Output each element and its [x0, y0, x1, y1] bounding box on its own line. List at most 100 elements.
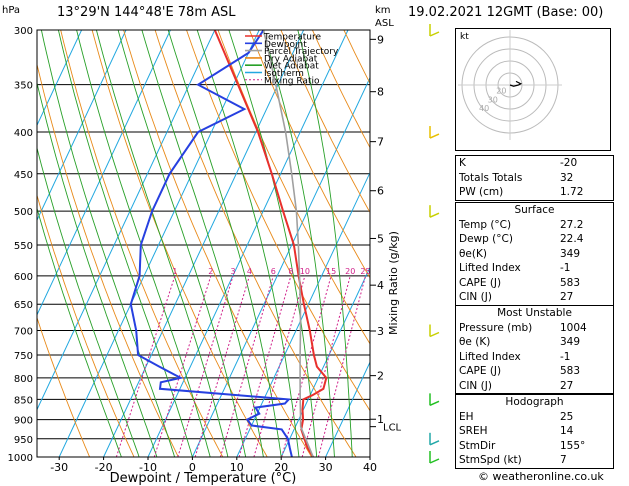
km-tick-label: 2 [377, 370, 384, 383]
row-value: 25 [560, 410, 574, 423]
wet-adiabat-4 [76, 30, 211, 457]
table-row: SREH 14 [456, 424, 613, 439]
x-axis-label: Dewpoint / Temperature (°C) [110, 471, 297, 486]
hodograph-kt-label: kt [460, 32, 469, 42]
wind-barb [429, 212, 440, 218]
dry-adiabat-310 [154, 30, 357, 457]
mixing-ratio-line-6 [219, 275, 274, 457]
x-tick-label: 20 [274, 461, 288, 474]
table-row: Temp (°C) 27.2 [456, 218, 613, 233]
km-tick-label: 4 [377, 279, 384, 292]
row-label: K [459, 157, 466, 169]
row-label: Temp (°C) [459, 218, 512, 231]
row-value: 1004 [560, 321, 587, 334]
table-row: CAPE (J) 583 [456, 276, 613, 291]
row-label: CAPE (J) [459, 276, 502, 289]
isotherm--30 [58, 30, 260, 457]
x-tick-label: -20 [95, 461, 113, 474]
row-value: 583 [560, 365, 581, 377]
wet-adiabat-0 [57, 30, 193, 457]
indices-table: K -20 Totals Totals 32 PW (cm) 1.72 [455, 155, 614, 201]
surface-table: Surface Temp (°C) 27.2 Dewp (°C) 22.4 θe(K) 34… [455, 202, 614, 306]
row-label: StmDir [459, 439, 496, 452]
mixing-ratio-line-25 [317, 275, 366, 457]
isotherm-30 [325, 361, 370, 457]
row-label: Lifted Index [459, 350, 521, 363]
pressure-tick-label: 1000 [8, 453, 33, 464]
mixing-ratio-label: 20 [345, 267, 355, 276]
datetime-title: 19.02.2021 12GMT (Base: 00) [408, 5, 604, 20]
mixing-ratio-line-4 [194, 275, 250, 457]
row-value: 32 [560, 171, 574, 184]
legend-label: Parcel Trajectory [264, 47, 339, 57]
row-label: CAPE (J) [459, 365, 502, 377]
isotherm--60 [37, 30, 127, 222]
legend-label: Mixing Ratio [264, 76, 320, 86]
wet-adiabat-32 [262, 30, 335, 457]
row-value: 27 [560, 291, 574, 303]
pressure-tick-label: 750 [14, 351, 33, 362]
table-row: K -20 [456, 156, 613, 171]
row-label: CIN (J) [459, 291, 492, 303]
mixing-ratio-line-10 [253, 275, 306, 457]
table-row: PW (cm) 1.72 [456, 185, 613, 200]
table-row: Lifted Index -1 [456, 261, 613, 276]
mixing-ratio-axis-label: Mixing Ratio (g/kg) [387, 231, 400, 335]
x-tick-label: 10 [230, 461, 244, 474]
wet-adiabat-16 [141, 30, 264, 457]
row-label: θe(K) [459, 247, 487, 260]
table-row: Dewp (°C) 22.4 [456, 232, 613, 247]
wet-adiabat--16 [37, 206, 122, 457]
isotherm-10 [236, 171, 370, 457]
pressure-tick-label: 350 [14, 81, 33, 92]
dry-adiabat-280 [60, 30, 224, 457]
copyright-footer: © weatheronline.co.uk [478, 470, 604, 483]
row-label: EH [459, 410, 474, 423]
mixing-ratio-line-15 [281, 275, 332, 457]
dry-adiabat-360 [311, 30, 370, 149]
km-label: km [375, 5, 391, 16]
wind-barb [429, 331, 440, 338]
row-label: Dewp (°C) [459, 233, 513, 245]
pressure-tick-label: 700 [14, 327, 33, 338]
pressure-tick-label: 550 [14, 241, 33, 252]
dry-adiabat-330 [217, 30, 370, 345]
row-value: 1.72 [560, 186, 584, 198]
km-tick-label: 6 [377, 185, 384, 198]
wind-barb [429, 31, 440, 37]
table-title: Hodograph [505, 396, 564, 408]
pressure-tick-label: 600 [14, 272, 33, 283]
km-tick-label: 5 [377, 232, 384, 245]
x-tick-label: 0 [189, 461, 196, 474]
pressure-tick-label: 850 [14, 395, 33, 406]
legend-label: Isotherm [264, 69, 304, 79]
row-value: 349 [560, 336, 581, 348]
km-tick-label: 8 [377, 86, 384, 99]
wet-adiabat-20 [167, 30, 282, 457]
wet-adiabat--4 [40, 30, 176, 457]
lcl-label: LCL [383, 423, 402, 434]
row-value: -1 [560, 262, 571, 274]
x-tick-label: -10 [139, 461, 157, 474]
hodograph-table: Hodograph EH 25 SREH 14 StmDir 155° StmSpd (kt)… [455, 394, 614, 469]
wind-barb [429, 133, 440, 139]
mixing-ratio-label: 4 [247, 267, 252, 276]
hodograph-ring-label: 20 [496, 87, 506, 96]
mixing-ratio-line-8 [238, 275, 292, 457]
row-label: SREH [459, 425, 488, 437]
table-row: CAPE (J) 583 [456, 364, 613, 379]
isotherm--40 [37, 30, 216, 411]
km-tick-label: 7 [377, 136, 384, 149]
most-unstable-table: Most Unstable Pressure (mb) 1004 θe (K) 349 L… [455, 305, 614, 394]
wet-adiabat--8 [37, 80, 158, 457]
hpa-label: hPa [2, 5, 21, 16]
mixing-ratio-label: 2 [208, 267, 213, 276]
row-value: 7 [560, 454, 567, 466]
table-row: CIN (J) 27 [456, 379, 613, 394]
dry-adiabat-260 [37, 193, 135, 457]
row-value: 14 [560, 425, 574, 437]
table-title: Most Unstable [497, 307, 572, 319]
wet-adiabat--12 [37, 146, 140, 457]
